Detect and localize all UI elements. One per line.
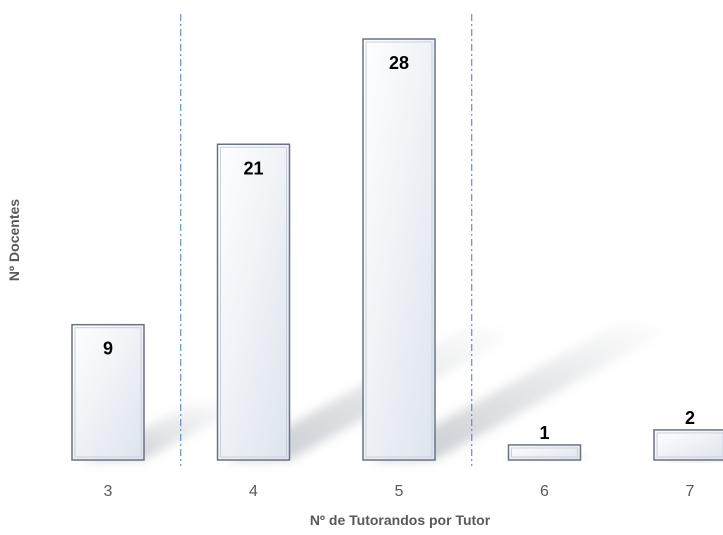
bar-bevel-4 [220,146,287,458]
bar-bevel-3 [74,327,142,458]
value-labels: 9 21 28 1 2 [103,53,695,443]
y-axis-title: Nº Docentes [6,199,22,281]
x-tick-label-4: 4 [249,483,258,500]
x-tick-label-6: 6 [540,483,549,500]
bar-5 [362,38,436,461]
value-label-5: 28 [389,53,409,73]
value-label-6: 1 [539,423,549,443]
bars [71,38,723,461]
bar-bevel-6 [511,447,578,458]
bar-7 [653,429,723,461]
value-label-3: 9 [103,339,113,359]
bar-4 [216,143,291,461]
bar-6 [507,444,582,461]
x-tick-label-5: 5 [395,483,404,500]
bar-bevel-5 [365,41,433,458]
value-label-4: 21 [243,158,263,178]
group-separators [180,14,473,466]
bar-3 [71,323,145,461]
bar-shadow-5 [371,319,669,460]
value-label-7: 2 [685,408,695,428]
x-tick-label-7: 7 [686,483,695,500]
x-tick-labels: 3 4 5 6 7 [104,483,695,500]
x-axis-title: Nº de Tutorandos por Tutor [310,512,491,528]
bar-bevel-7 [656,432,723,458]
x-tick-label-3: 3 [104,483,113,500]
